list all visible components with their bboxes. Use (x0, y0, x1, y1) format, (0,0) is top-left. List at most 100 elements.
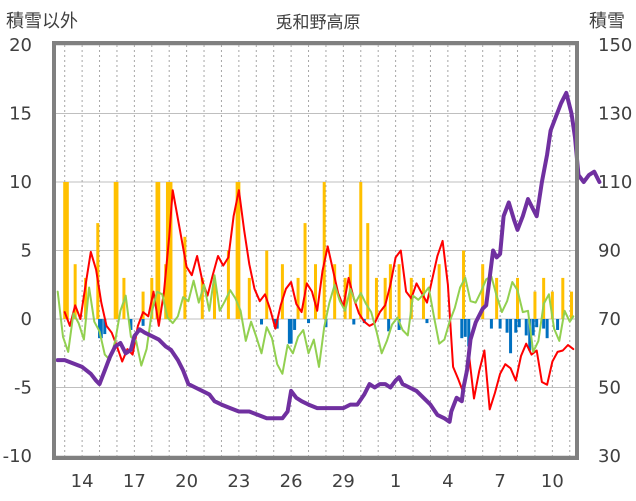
negative-index-bar (505, 319, 509, 333)
precipitation-bar (421, 277, 425, 319)
x-tick-label: 17 (123, 471, 146, 492)
negative-index-bar (141, 319, 145, 326)
right-tick-label: 50 (598, 378, 621, 399)
right-axis-ticks: 150 130 110 90 70 50 30 (598, 35, 632, 467)
left-tick-label: 5 (21, 241, 32, 262)
right-tick-label: 90 (598, 241, 621, 262)
negative-index-bar (387, 319, 391, 332)
left-tick-label: 20 (9, 35, 32, 56)
precipitation-bar (63, 182, 67, 319)
negative-index-bar (509, 319, 513, 354)
precipitation-bar (247, 277, 251, 319)
left-tick-label: 0 (21, 309, 32, 330)
negative-index-bar (467, 319, 471, 347)
precipitation-bar (226, 250, 230, 319)
snow-depth-line (55, 90, 602, 424)
precipitation-bar (333, 264, 337, 319)
precipitation-bar (550, 291, 554, 319)
air-temperature-line (63, 189, 575, 411)
negative-index-bar (260, 319, 264, 325)
precipitation-bar (200, 277, 204, 319)
precipitation-bar (303, 223, 307, 319)
x-tick-label: 23 (227, 471, 250, 492)
precipitation-bar (322, 182, 326, 319)
precipitation-bar (84, 277, 88, 319)
x-axis-ticks: 14 17 20 23 26 29 1 4 7 10 (71, 471, 564, 492)
left-axis-label: 積雪以外 (6, 11, 78, 32)
x-tick-label: 20 (175, 471, 198, 492)
precipitation-bar (265, 250, 269, 319)
left-axis-ticks: 20 15 10 5 0 -5 -10 (3, 35, 32, 467)
left-tick-label: 15 (9, 104, 32, 125)
precipitation-bar (115, 182, 119, 319)
negative-index-bar (460, 319, 464, 339)
precipitation-bar (169, 182, 173, 319)
negative-index-bar (535, 319, 539, 328)
negative-index-bar (289, 319, 293, 344)
negative-index-bar (489, 319, 493, 329)
precipitation-bar (167, 182, 171, 319)
negative-index-bar (498, 319, 502, 329)
precipitation-bar (542, 277, 546, 319)
line-layer (55, 90, 602, 424)
left-tick-label: -10 (3, 446, 32, 467)
negative-index-bar (273, 319, 277, 329)
negative-index-bar (517, 319, 521, 328)
left-tick-label: 10 (9, 172, 32, 193)
negative-index-bar (556, 319, 560, 330)
negative-index-bar (103, 319, 107, 335)
precipitation-bar (374, 277, 378, 319)
precipitation-bar (73, 264, 77, 319)
precipitation-bar (570, 291, 574, 319)
x-tick-label: 10 (541, 471, 564, 492)
x-tick-label: 4 (442, 471, 453, 492)
precipitation-bar (113, 182, 117, 319)
precipitation-bar (314, 264, 317, 319)
negative-index-bar (524, 319, 528, 336)
precipitation-bar (481, 264, 485, 319)
x-tick-label: 1 (390, 471, 401, 492)
negative-index-bar (528, 319, 532, 351)
negative-index-bar (287, 319, 291, 344)
negative-index-bar (352, 319, 356, 325)
plot-area-frame (52, 41, 579, 460)
negative-index-bar (425, 319, 429, 324)
precipitation-bar (235, 182, 239, 319)
precipitation-bar (96, 223, 100, 319)
negative-index-bar (129, 319, 133, 330)
precipitation-bar (157, 182, 161, 319)
negative-index-bar (545, 319, 549, 339)
precipitation-bar (561, 277, 565, 319)
precipitation-bar (141, 291, 145, 319)
x-tick-label: 26 (280, 471, 303, 492)
x-tick-label: 7 (494, 471, 505, 492)
precipitation-bar (437, 264, 441, 319)
precipitation-bar (280, 264, 284, 319)
right-tick-label: 30 (598, 446, 621, 467)
negative-index-bar (307, 319, 311, 324)
negative-index-bar (542, 319, 546, 329)
precipitation-bar (533, 291, 537, 319)
precipitation-bar (359, 182, 363, 319)
chart-title: 兎和野高原 (276, 13, 361, 33)
precipitation-bar (296, 277, 300, 319)
precipitation-bar (212, 277, 216, 319)
precipitation-bar (397, 264, 401, 319)
right-tick-label: 110 (598, 172, 632, 193)
negative-index-bar (531, 319, 535, 336)
precipitation-bar (462, 250, 466, 319)
right-tick-label: 130 (598, 104, 632, 125)
negative-index-bar (463, 319, 467, 337)
precipitation-bar (516, 277, 520, 319)
precipitation-bar (388, 264, 392, 319)
negative-index-bar (397, 319, 401, 330)
precipitation-bar (65, 182, 69, 319)
negative-index-bar (98, 319, 102, 339)
left-tick-label: -5 (14, 378, 32, 399)
right-tick-label: 150 (598, 35, 632, 56)
right-tick-label: 70 (598, 309, 621, 330)
x-tick-label: 14 (71, 471, 94, 492)
right-axis-label: 積雪 (589, 11, 625, 32)
negative-index-bar (293, 319, 297, 330)
